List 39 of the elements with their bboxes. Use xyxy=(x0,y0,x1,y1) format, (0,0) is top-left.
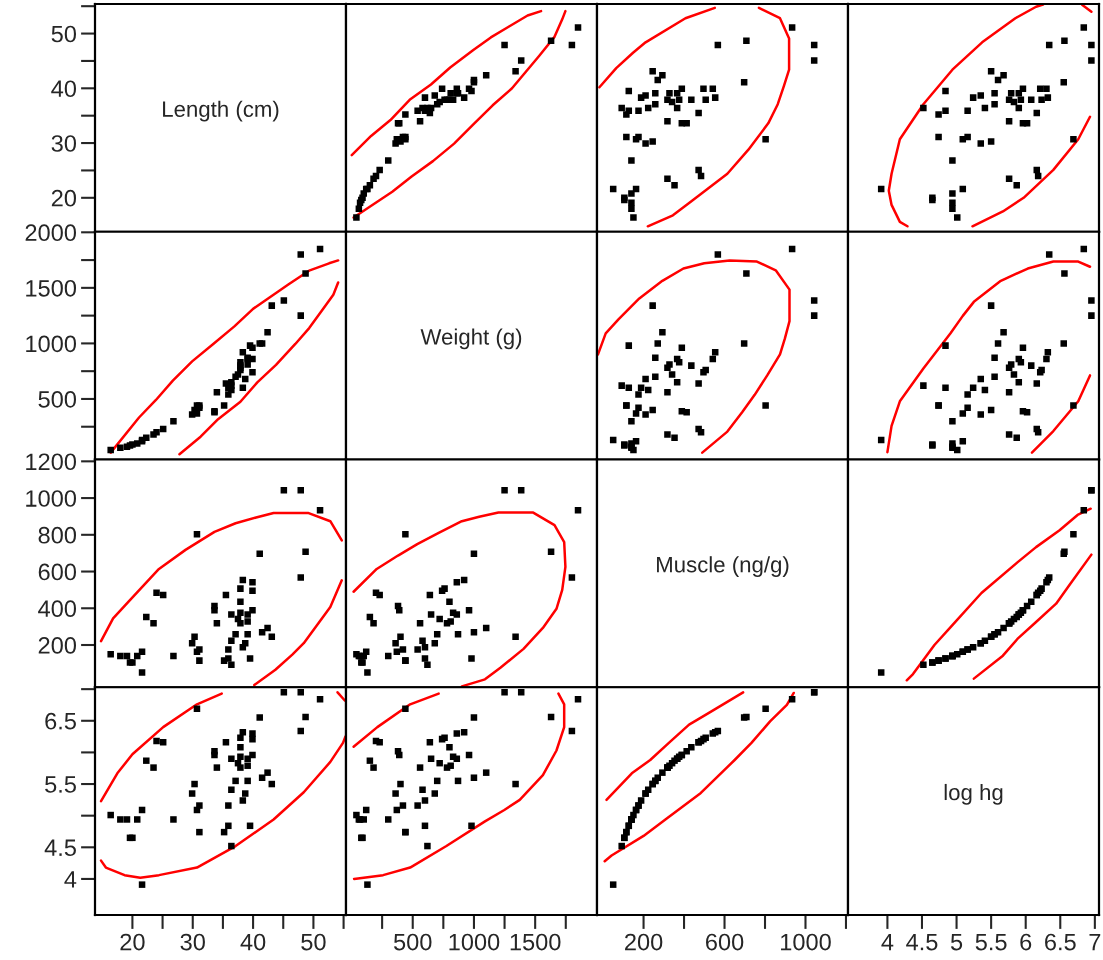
x-tick-label: 5.5 xyxy=(975,933,1007,951)
x-tick-label: 50 xyxy=(301,933,326,951)
x-tick-label: 1000 xyxy=(781,933,831,951)
y-tick-label: 500 xyxy=(38,391,77,408)
x-tick-label: 500 xyxy=(393,933,432,951)
x-tick-label: 6.5 xyxy=(1045,933,1076,951)
x-tick-label: 6 xyxy=(1020,933,1032,951)
y-tick-label: 2000 xyxy=(25,224,77,242)
y-tick-label: 800 xyxy=(38,526,77,544)
x-tick-label: 4.5 xyxy=(906,933,938,951)
y-tick-label: 4.5 xyxy=(44,839,76,857)
x-tick-label: 600 xyxy=(706,933,744,951)
x-tick-label: 30 xyxy=(180,933,205,951)
annotation: Weight (g) xyxy=(420,328,522,350)
x-tick-label: 20 xyxy=(120,933,145,951)
y-tick-label: 1000 xyxy=(26,335,77,353)
y-tick-label: 40 xyxy=(51,80,77,98)
y-tick-label: 1500 xyxy=(26,279,77,297)
annotation: Muscle (ng/g) xyxy=(657,556,789,577)
x-tick-label: 4 xyxy=(881,933,894,951)
x-tick-label: 1500 xyxy=(510,933,561,951)
y-tick-label: 1000 xyxy=(26,490,77,507)
x-tick-label: 200 xyxy=(625,933,663,951)
y-tick-label: 200 xyxy=(38,637,77,654)
y-tick-label: 20 xyxy=(51,189,77,207)
y-tick-label: 5.5 xyxy=(45,776,76,793)
x-tick-label: 5 xyxy=(950,933,963,951)
y-tick-label: 400 xyxy=(38,600,77,618)
y-tick-label: 600 xyxy=(38,563,77,581)
annotation: Length (cm) xyxy=(163,100,279,122)
annotation: log hg xyxy=(944,783,1003,805)
y-tick-label: 50 xyxy=(51,25,77,43)
x-tick-label: 40 xyxy=(240,933,266,951)
y-tick-label: 4 xyxy=(64,871,77,888)
x-tick-label: 1000 xyxy=(449,933,500,951)
y-tick-label: 30 xyxy=(51,135,77,152)
x-tick-label: 7 xyxy=(1089,933,1101,951)
y-tick-label: 1200 xyxy=(26,453,77,471)
y-tick-label: 6.5 xyxy=(45,712,76,730)
